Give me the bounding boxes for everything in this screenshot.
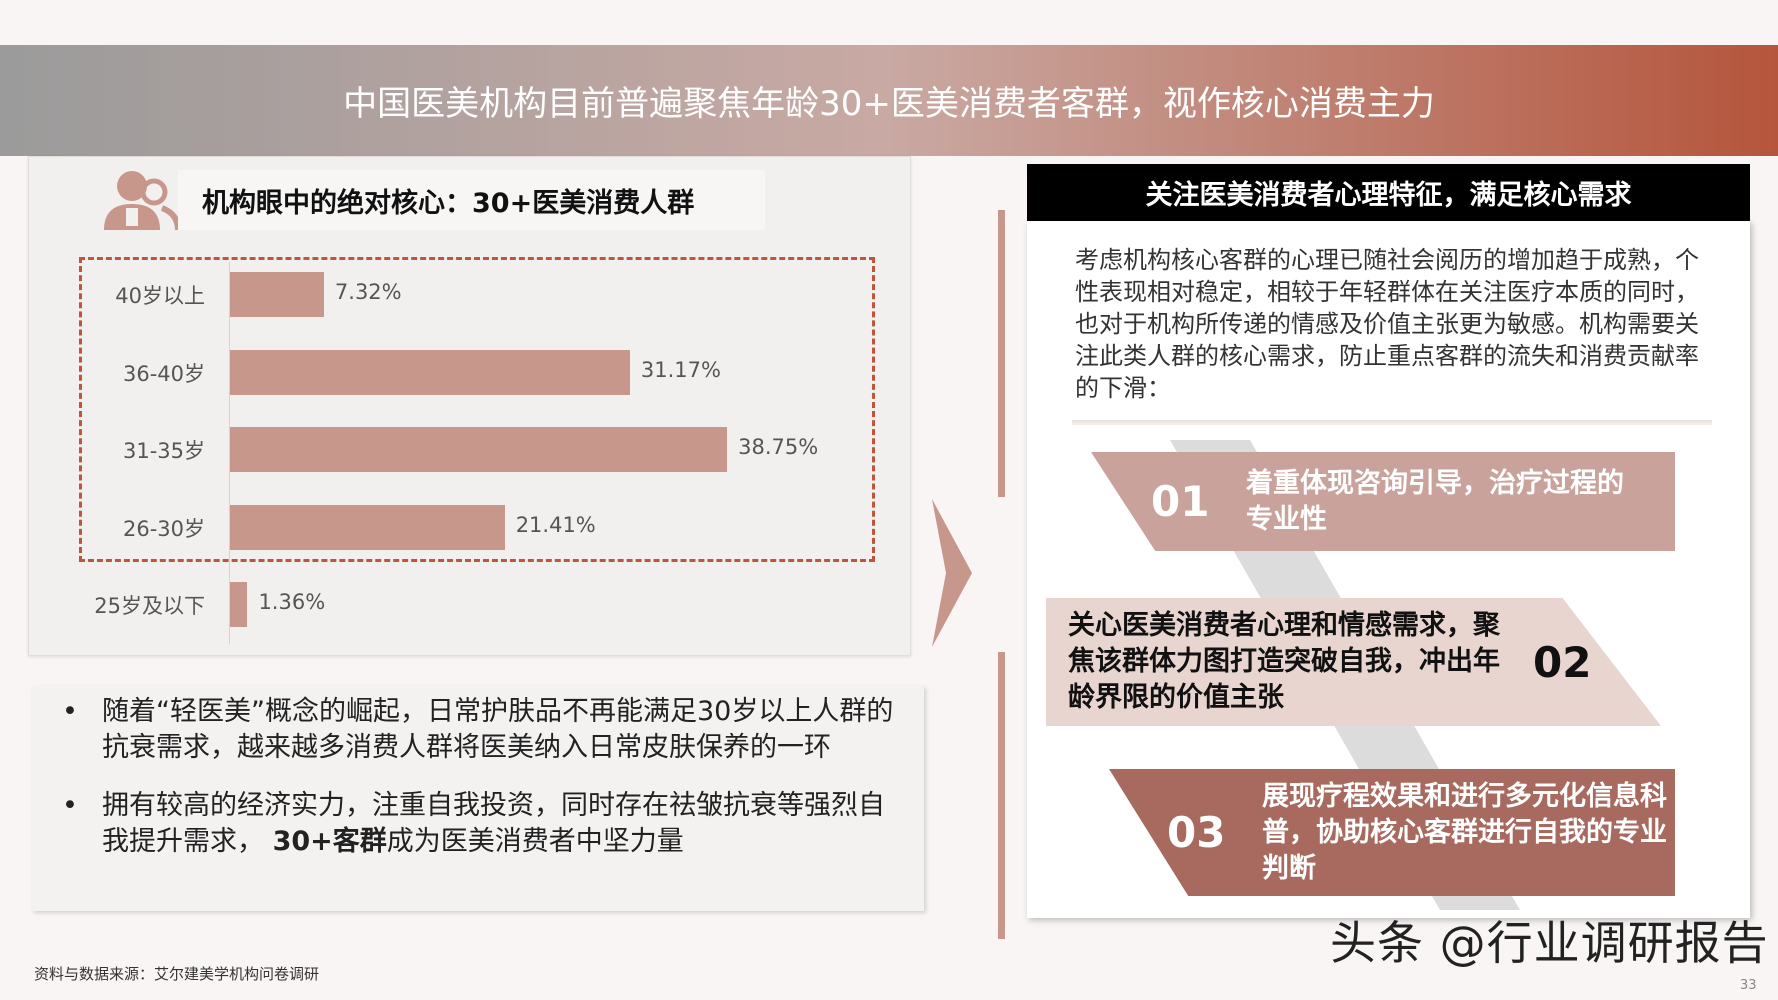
data-label: 1.36%	[258, 590, 326, 614]
chart-panel	[28, 156, 911, 656]
point-03: 03 展现疗程效果和进行多元化信息科普，协助核心客群进行自我的专业判断	[1109, 769, 1675, 896]
bar	[230, 349, 630, 395]
data-label: 31.17%	[640, 358, 721, 382]
bar	[230, 581, 248, 627]
highlight-dashed-box	[79, 257, 875, 562]
bullet-item: • 随着“轻医美”概念的崛起，日常护肤品不再能满足30岁以上人群的抗衰需求，越来越…	[62, 696, 894, 763]
data-label: 21.41%	[515, 513, 596, 537]
chart-axis	[229, 262, 230, 644]
bar	[230, 504, 505, 550]
divider-line	[998, 210, 1005, 497]
point-01: 01 着重体现咨询引导，治疗过程的专业性	[1091, 452, 1675, 551]
slide-title-bar: 中国医美机构目前普遍聚焦年龄30+医美消费者客群，视作核心消费主力	[0, 45, 1778, 156]
data-label: 38.75%	[738, 435, 819, 459]
data-label: 7.32%	[334, 280, 402, 304]
bullet-panel: • 随着“轻医美”概念的崛起，日常护肤品不再能满足30岁以上人群的抗衰需求，越来越…	[32, 686, 924, 911]
bullet-item: • 拥有较高的经济实力，注重自我投资，同时存在祛皱抗衰等强烈自我提升需求， 30+…	[62, 790, 885, 857]
description-paragraph: 考虑机构核心客群的心理已随社会阅历的增加趋于成熟，个性表现相对稳定，相较于年轻群…	[1075, 246, 1699, 402]
bar	[230, 426, 728, 472]
source-note: 资料与数据来源：艾尔建美学机构问卷调研	[34, 965, 320, 983]
divider-line	[998, 652, 1005, 939]
slide-title: 中国医美机构目前普遍聚焦年龄30+医美消费者客群，视作核心消费主力	[343, 84, 1435, 124]
category-label: 25岁及以下	[94, 594, 205, 618]
point-02: 关心医美消费者心理和情感需求，聚焦该群体力图打造突破自我，冲出年龄界限的价值主张…	[1046, 598, 1661, 726]
category-label: 40岁以上	[115, 284, 205, 308]
category-label: 36-40岁	[122, 362, 205, 386]
users-icon	[104, 171, 180, 231]
divider	[1072, 420, 1712, 425]
bar	[230, 271, 324, 317]
right-title: 关注医美消费者心理特征，满足核心需求	[1027, 164, 1750, 221]
page-number: 33	[1740, 978, 1757, 993]
watermark: 头条 @行业调研报告	[1330, 916, 1769, 970]
chevron-right-icon	[932, 499, 972, 647]
category-label: 31-35岁	[122, 439, 205, 463]
category-label: 26-30岁	[122, 517, 205, 541]
chart-title: 机构眼中的绝对核心：30+医美消费人群	[178, 170, 765, 230]
